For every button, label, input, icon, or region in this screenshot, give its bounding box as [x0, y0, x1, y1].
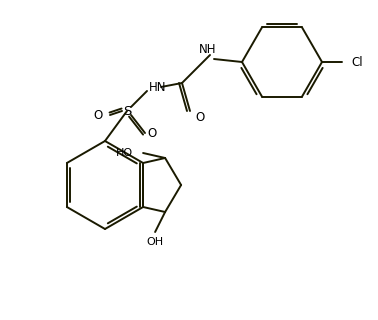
Text: O: O — [93, 108, 102, 122]
Text: Cl: Cl — [351, 55, 363, 68]
Text: HO: HO — [116, 148, 133, 158]
Text: NH: NH — [199, 43, 217, 55]
Text: S: S — [123, 105, 131, 117]
Text: O: O — [147, 126, 156, 140]
Text: O: O — [195, 110, 204, 124]
Text: HN: HN — [149, 81, 166, 93]
Text: OH: OH — [147, 237, 164, 247]
